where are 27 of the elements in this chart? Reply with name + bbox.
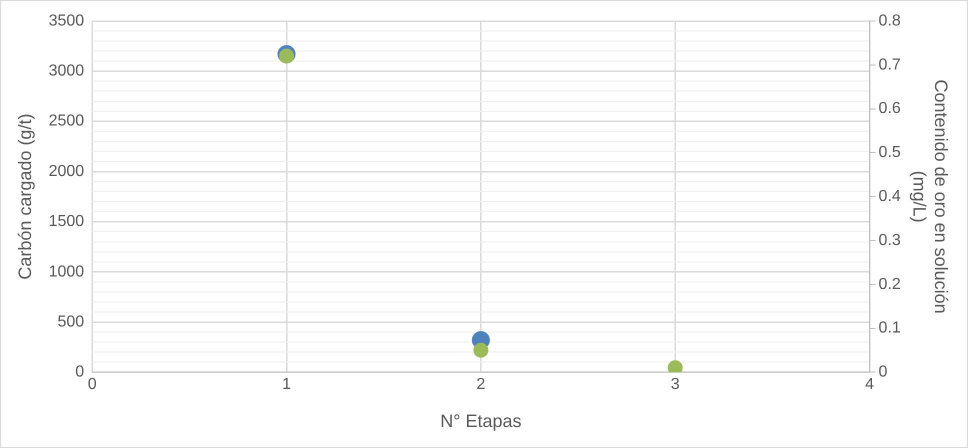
- x-tick-label: 0: [88, 376, 97, 394]
- x-tick-label: 4: [865, 376, 874, 394]
- y-tick-label: 1000: [48, 263, 84, 280]
- x-tick-label: 1: [282, 376, 292, 394]
- point: [279, 48, 294, 64]
- y2-tick-label: 0.8: [878, 12, 901, 30]
- y2-tick-label: 0.3: [878, 232, 901, 249]
- y2-tick-label: 0.7: [878, 56, 901, 74]
- x-tick-label: 3: [670, 376, 680, 394]
- y2-tick-label: 0.5: [878, 144, 901, 162]
- y2-tick-label: 0.1: [878, 320, 901, 337]
- y2-axis-title: Contenido de oro en solución (mg/L): [910, 80, 952, 314]
- y2-tick-label: 0.4: [878, 188, 901, 206]
- y2-tick-label: 0.2: [878, 276, 901, 293]
- x-tick-label: 2: [476, 376, 486, 394]
- y-tick-label: 3500: [48, 12, 84, 30]
- y-tick-label: 1500: [48, 213, 84, 230]
- point: [473, 342, 488, 358]
- y-tick-label: 500: [57, 313, 84, 330]
- y-tick-label: 0: [75, 364, 84, 381]
- y-tick-label: 2500: [48, 112, 84, 130]
- x-axis-title: N° Etapas: [440, 411, 522, 432]
- y2-tick-label: 0: [878, 364, 888, 381]
- y-tick-label: 2000: [48, 162, 84, 180]
- y-tick-label: 3000: [48, 62, 84, 80]
- y-axis-title: Carbón cargado (g/t): [14, 114, 35, 280]
- y2-tick-label: 0.6: [878, 100, 901, 118]
